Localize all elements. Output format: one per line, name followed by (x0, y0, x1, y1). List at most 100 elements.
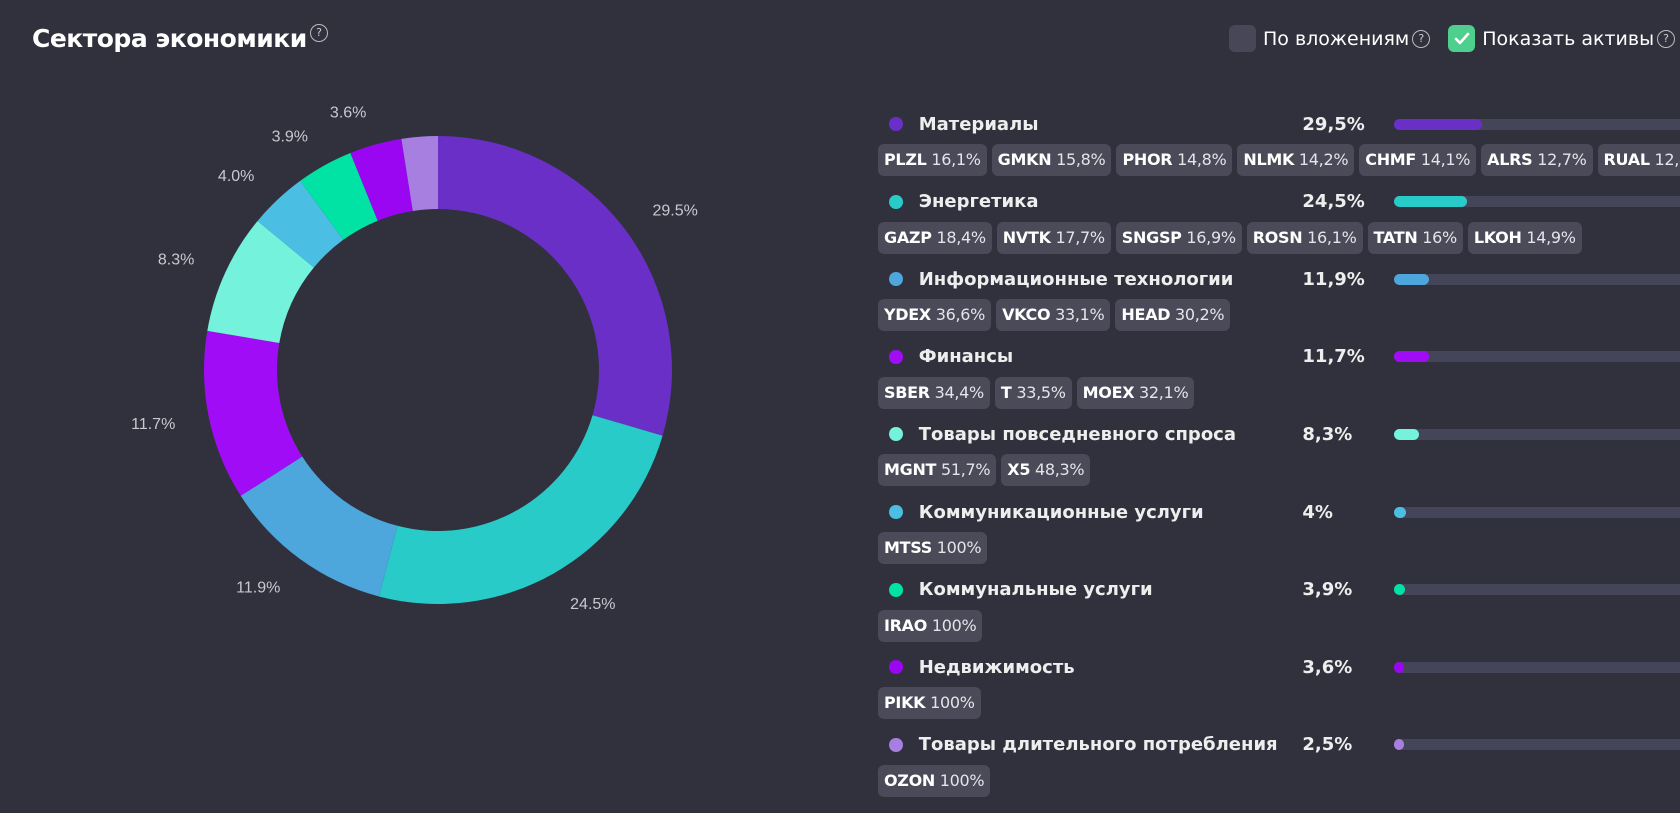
asset-share: 14,8% (1172, 150, 1227, 169)
sector-percent: 11,9% (1302, 268, 1365, 290)
asset-chips: PIKK 100% (878, 687, 1680, 720)
asset-chip[interactable]: SBER 34,4% (878, 376, 990, 409)
help-icon[interactable]: ? (309, 24, 328, 42)
slice-data-label: 11.7% (131, 416, 175, 433)
sector-percent: 11,7% (1302, 346, 1365, 368)
show-assets-checkbox[interactable] (1448, 25, 1476, 52)
asset-chip[interactable]: YDEX 36,6% (878, 299, 992, 332)
asset-ticker: T (1000, 382, 1012, 402)
asset-chip[interactable]: HEAD 30,2% (1115, 299, 1231, 332)
asset-chip[interactable]: VKCO 33,1% (996, 299, 1111, 332)
help-icon[interactable]: ? (1412, 29, 1431, 48)
sector-row[interactable]: Финансы 11,7% (878, 345, 1680, 369)
donut-slice[interactable] (240, 456, 398, 597)
slice-data-label: 3.9% (272, 129, 308, 146)
asset-ticker: OZON (884, 770, 935, 790)
asset-share: 48,3% (1030, 460, 1085, 480)
asset-chip[interactable]: TATN 16% (1367, 221, 1463, 254)
asset-chip[interactable]: CHMF 14,1% (1359, 144, 1477, 176)
asset-chip[interactable]: NLMK 14,2% (1237, 144, 1355, 176)
show-assets-toggle[interactable]: Показать активы ? (1448, 25, 1676, 52)
asset-chip[interactable]: OZON 100% (878, 764, 991, 797)
sector-percent: 3,6% (1302, 656, 1353, 678)
check-icon (1454, 32, 1470, 44)
asset-chip[interactable]: PLZL 16,1% (878, 144, 987, 176)
sector-item: Недвижимость 3,6% PIKK 100% (878, 655, 1680, 720)
asset-chip[interactable]: GAZP 18,4% (878, 221, 992, 254)
sector-progress-bar (1393, 661, 1680, 673)
sector-row[interactable]: Недвижимость 3,6% (878, 655, 1680, 679)
asset-ticker: SNGSP (1121, 227, 1182, 247)
asset-chip[interactable]: T 33,5% (994, 376, 1072, 409)
asset-chip[interactable]: ROSN 16,1% (1246, 221, 1363, 254)
sector-row[interactable]: Товары повседневного спроса 8,3% (878, 422, 1680, 446)
help-icon[interactable]: ? (1657, 29, 1676, 48)
asset-ticker: HEAD (1121, 305, 1171, 325)
sector-name: Материалы (918, 113, 1039, 135)
asset-share: 14,9% (1521, 227, 1576, 247)
slice-data-label: 3.6% (330, 105, 366, 122)
sector-color-dot (889, 582, 903, 597)
asset-chip[interactable]: MGNT 51,7% (878, 454, 997, 487)
asset-share: 15,8% (1051, 150, 1106, 169)
asset-ticker: NLMK (1243, 150, 1295, 169)
asset-ticker: RUAL (1603, 150, 1651, 169)
asset-share: 12,7% (1532, 150, 1587, 169)
sector-name: Товары повседневного спроса (918, 423, 1237, 445)
asset-chip[interactable]: IRAO 100% (878, 609, 983, 642)
asset-chip[interactable]: MOEX 32,1% (1076, 376, 1195, 409)
by-investments-toggle[interactable]: По вложениям ? (1229, 25, 1431, 52)
sector-progress-bar (1393, 428, 1680, 440)
sector-name: Товары длительного потребления (918, 734, 1278, 756)
sector-progress-bar (1393, 196, 1680, 208)
sector-color-dot (889, 427, 903, 442)
asset-chip[interactable]: SNGSP 16,9% (1115, 221, 1242, 254)
page-title: Сектора экономики? (32, 24, 328, 53)
sector-progress-bar (1393, 273, 1680, 285)
sector-progress-bar (1393, 739, 1680, 751)
donut-slice[interactable] (379, 415, 663, 604)
asset-ticker: MOEX (1082, 382, 1135, 402)
sector-row[interactable]: Коммуникационные услуги 4% (878, 500, 1680, 524)
asset-chips: MTSS 100% (878, 532, 1680, 564)
sector-percent: 29,5% (1302, 113, 1365, 135)
asset-chip[interactable]: ALRS 12,7% (1481, 144, 1593, 176)
donut-slice[interactable] (207, 221, 314, 344)
by-investments-checkbox[interactable] (1229, 25, 1256, 52)
donut-slice[interactable] (401, 136, 438, 211)
asset-ticker: MTSS (884, 538, 932, 557)
asset-chips: SBER 34,4% T 33,5% MOEX 32,1% (878, 376, 1680, 409)
asset-ticker: IRAO (884, 615, 928, 635)
sector-row[interactable]: Коммунальные услуги 3,9% (878, 578, 1680, 602)
asset-ticker: GAZP (884, 227, 932, 247)
asset-share: 17,7% (1050, 227, 1105, 247)
sector-row[interactable]: Товары длительного потребления 2,5% (878, 733, 1680, 757)
sector-row[interactable]: Материалы 29,5% (878, 112, 1680, 136)
asset-chip[interactable]: NVTK 17,7% (996, 221, 1111, 254)
sector-percent: 24,5% (1302, 191, 1365, 213)
sector-percent: 8,3% (1302, 423, 1353, 445)
asset-chip[interactable]: RUAL 12,4% (1597, 144, 1680, 176)
sector-progress-bar (1393, 584, 1680, 596)
asset-chip[interactable]: MTSS 100% (878, 532, 988, 564)
asset-chip[interactable]: X5 48,3% (1001, 454, 1091, 487)
sector-progress-bar (1393, 118, 1680, 130)
asset-chip[interactable]: GMKN 15,8% (991, 144, 1112, 176)
sector-progress-fill (1393, 196, 1468, 208)
asset-chips: PLZL 16,1% GMKN 15,8% PHOR 14,8% NLMK 14,2%… (878, 144, 1680, 176)
sector-color-dot (889, 505, 903, 519)
asset-ticker: PIKK (884, 693, 926, 713)
sector-row[interactable]: Информационные технологии 11,9% (878, 267, 1680, 291)
asset-chip[interactable]: LKOH 14,9% (1467, 221, 1582, 254)
donut-slice[interactable] (350, 138, 413, 221)
sector-progress-bar (1393, 506, 1680, 518)
sector-donut-chart: 29.5% 24.5% 11.9% 11.7% 8.3% 4.0% 3.9% 3.6% (131, 105, 698, 613)
asset-share: 36,6% (930, 305, 986, 325)
donut-slice[interactable] (438, 136, 673, 436)
asset-chip[interactable]: PHOR 14,8% (1116, 144, 1233, 176)
donut-slice[interactable] (204, 330, 303, 496)
asset-chip[interactable]: PIKK 100% (878, 687, 981, 720)
sector-row[interactable]: Энергетика 24,5% (878, 190, 1680, 214)
donut-slice[interactable] (300, 153, 378, 240)
donut-slice[interactable] (257, 180, 344, 268)
